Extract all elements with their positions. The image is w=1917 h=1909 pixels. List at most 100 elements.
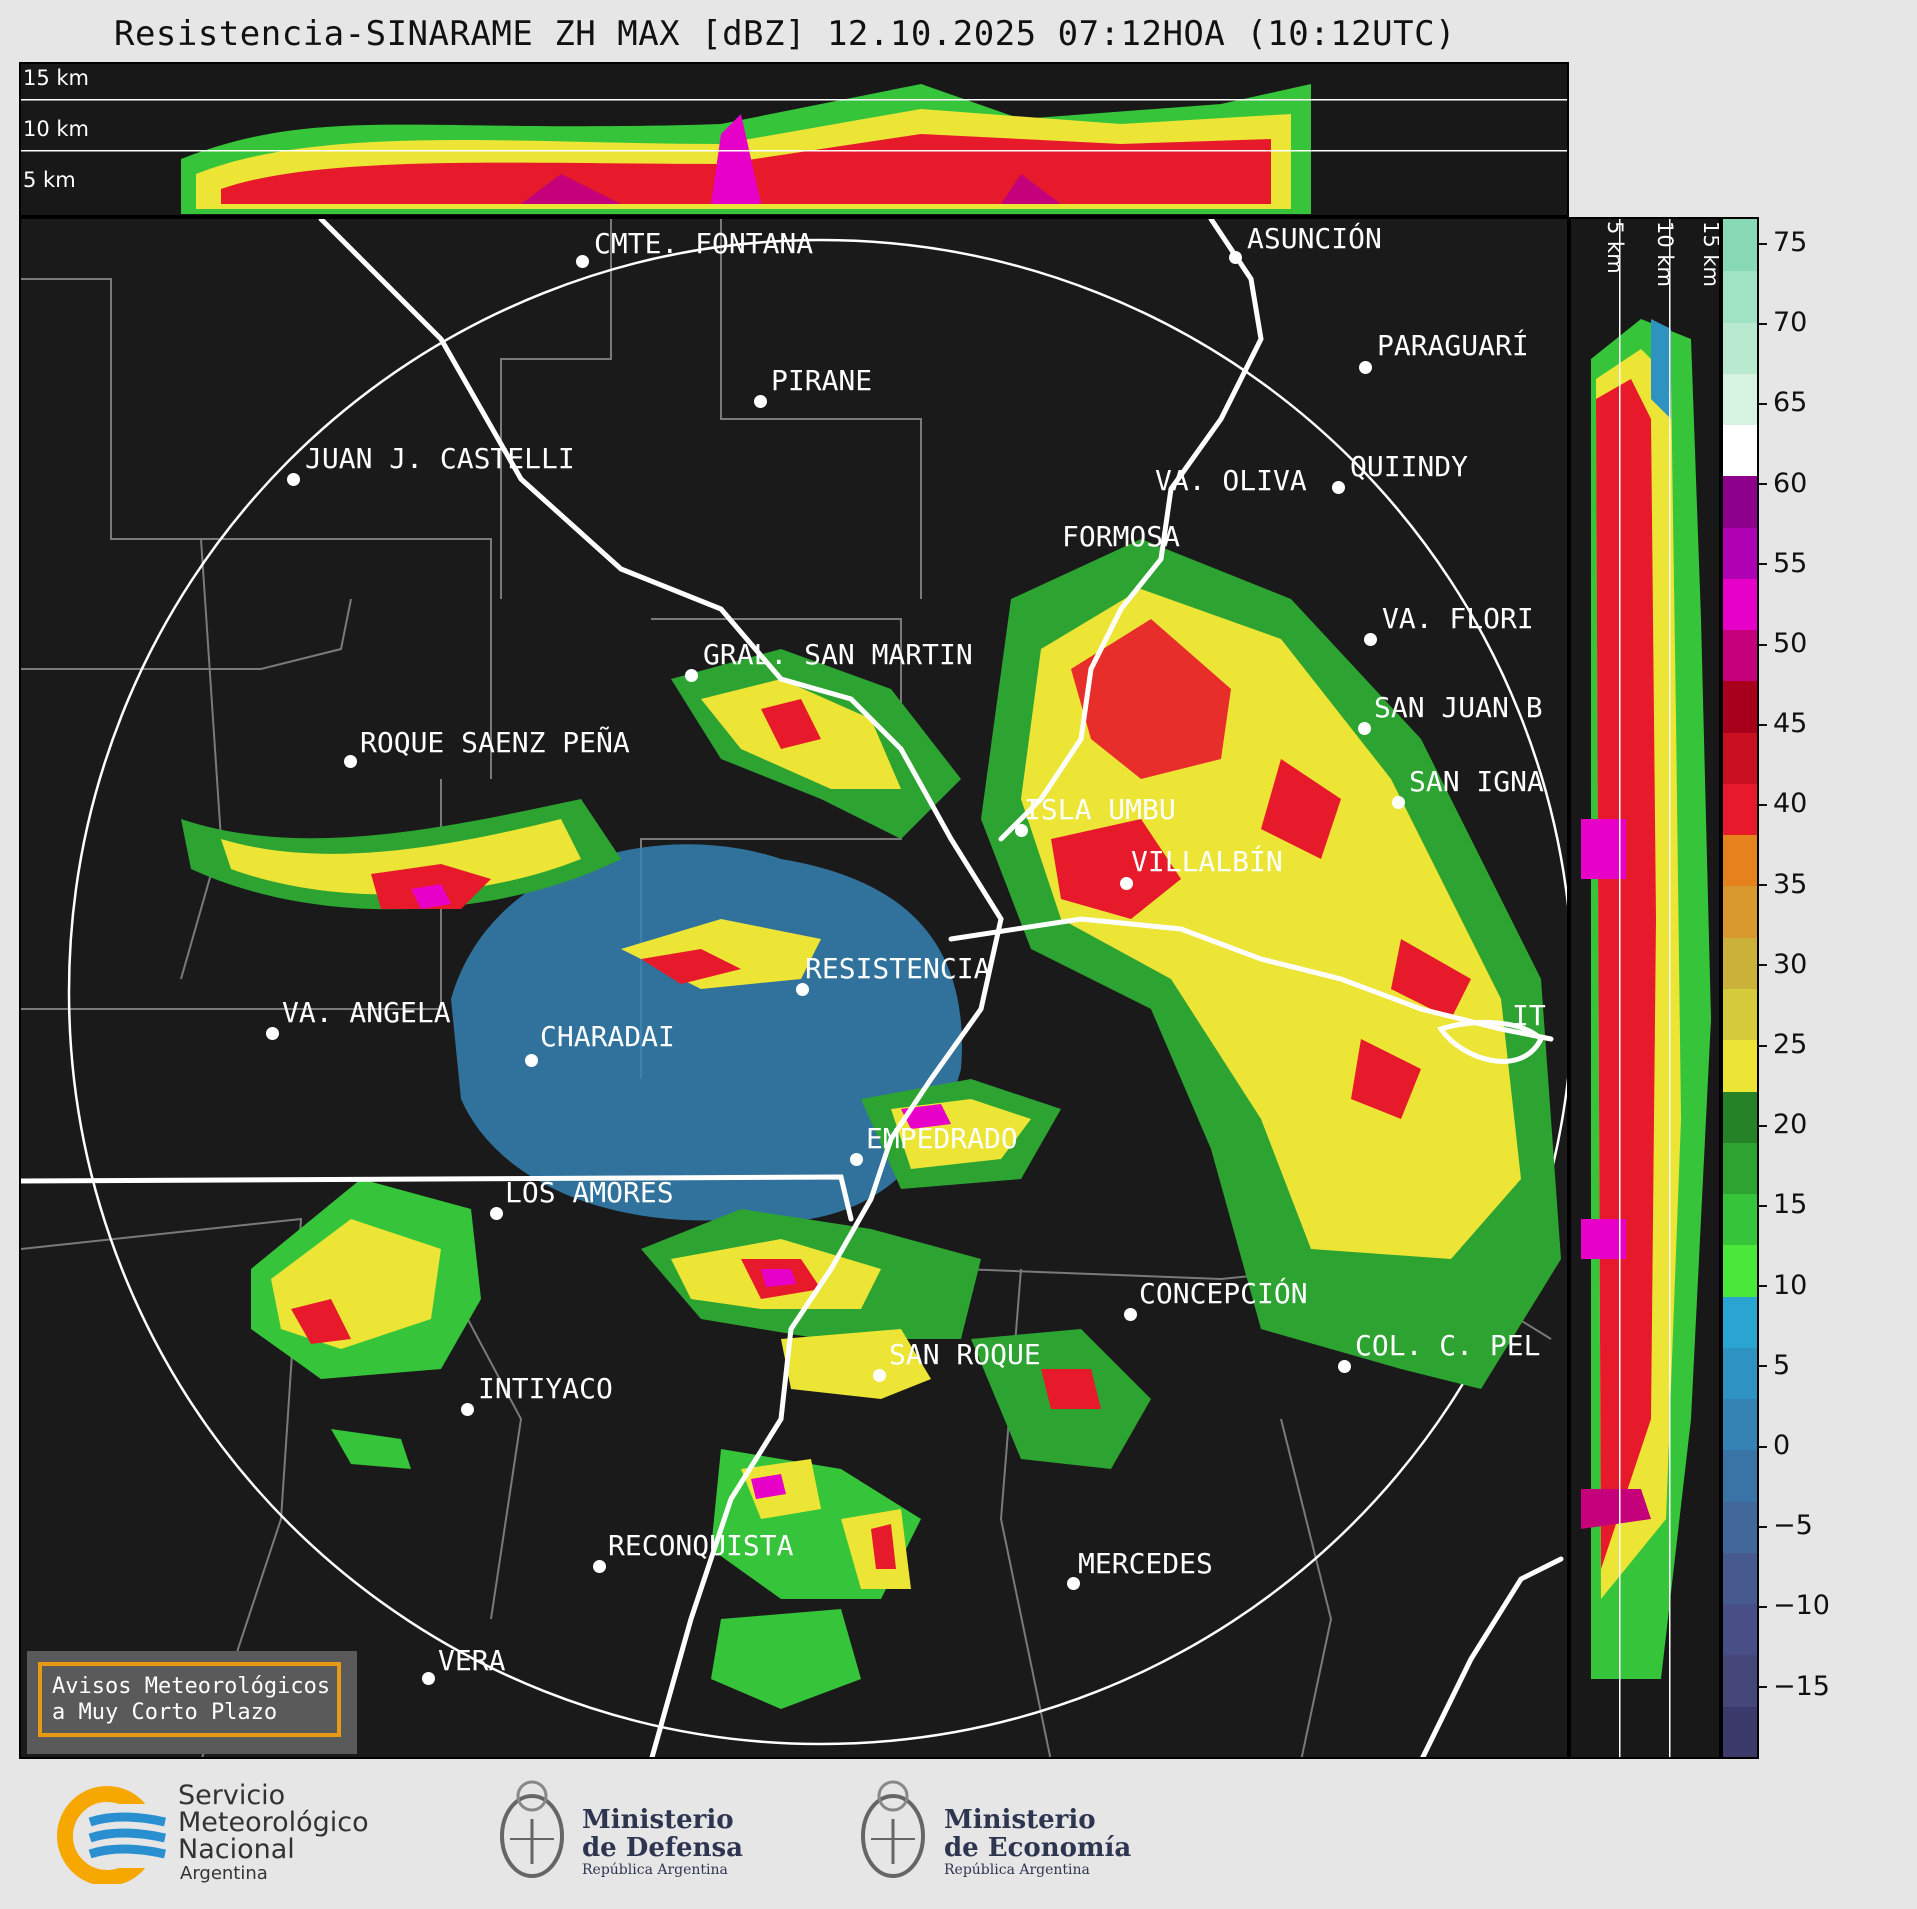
colorbar-tick-label: 20 <box>1758 1109 1807 1140</box>
smn-line3: Nacional <box>178 1834 295 1865</box>
smn-logo-icon <box>57 1786 170 1884</box>
colorbar-band <box>1723 1603 1757 1656</box>
avisos-frame: Avisos Meteorológicos a Muy Corto Plazo <box>38 1662 341 1737</box>
smn-line2: Meteorológico <box>178 1807 369 1838</box>
city-dot <box>490 1207 503 1220</box>
colorbar-band <box>1723 424 1757 477</box>
colorbar-band <box>1723 1449 1757 1502</box>
economia-line3: República Argentina <box>944 1862 1090 1878</box>
colorbar-tick-label: 35 <box>1758 869 1807 900</box>
colorbar-band <box>1723 1705 1757 1757</box>
city-roque-saenz-pena: ROQUE SAENZ PEÑA <box>360 726 630 759</box>
colorbar-band <box>1723 1193 1757 1246</box>
colorbar-tick-label: 65 <box>1758 387 1807 418</box>
colorbar-band <box>1723 988 1757 1041</box>
colorbar-band <box>1723 1141 1757 1195</box>
city-dot <box>685 669 698 682</box>
city-dot <box>461 1403 474 1416</box>
city-los-amores: LOS AMORES <box>505 1176 674 1209</box>
colorbar-tick-label: 75 <box>1758 227 1807 258</box>
alt-label-15km-side: 15 km <box>1699 221 1721 288</box>
city-dot <box>576 255 589 268</box>
colorbar-tick-label: −10 <box>1759 1590 1830 1621</box>
colorbar-band <box>1723 321 1757 374</box>
city-paraguari: PARAGUARÍ <box>1377 329 1529 362</box>
city-vera: VERA <box>438 1644 506 1677</box>
city-resistencia: RESISTENCIA <box>805 952 991 985</box>
defensa-line2: de Defensa <box>582 1833 743 1863</box>
city-dot <box>1124 1308 1137 1321</box>
city-reconquista: RECONQUISTA <box>608 1529 794 1562</box>
defensa-line1: Ministerio <box>582 1805 734 1835</box>
city-dot <box>525 1054 538 1067</box>
city-dot <box>1358 722 1371 735</box>
city-dot <box>1359 361 1372 374</box>
colorbar-tick-label: 60 <box>1758 468 1807 499</box>
city-gral-san-martin: GRAL. SAN MARTIN <box>703 638 973 671</box>
city-dot <box>1067 1577 1080 1590</box>
escudo-economia-icon <box>861 1780 925 1878</box>
colorbar-band <box>1723 1654 1757 1707</box>
city-dot <box>593 1560 606 1573</box>
alt-label-10km-side: 10 km <box>1653 221 1677 288</box>
economia-line2: de Economía <box>944 1833 1132 1863</box>
smn-line1: Servicio <box>178 1780 286 1811</box>
colorbar-band <box>1723 1090 1757 1143</box>
colorbar-tick-label: 55 <box>1758 548 1807 579</box>
colorbar-band <box>1723 885 1757 938</box>
radar-map: CMTE. FONTANA ASUNCIÓN PARAGUARÍ PIRANE … <box>19 217 1569 1759</box>
escudo-defensa-icon <box>500 1780 564 1878</box>
city-dot <box>796 983 809 996</box>
city-concepcion: CONCEPCIÓN <box>1139 1277 1308 1310</box>
radar-map-layer <box>21 219 1567 1757</box>
rivers <box>21 219 1564 1757</box>
colorbar-band <box>1723 936 1757 989</box>
city-san-roque: SAN ROQUE <box>889 1338 1041 1371</box>
colorbar-band <box>1723 782 1757 836</box>
city-formosa: FORMOSA <box>1062 520 1181 553</box>
colorbar-tick-label: 15 <box>1758 1189 1807 1220</box>
city-dot <box>1120 877 1133 890</box>
city-dot <box>422 1672 435 1685</box>
colorbar-band <box>1723 1244 1757 1297</box>
city-it: IT <box>1512 999 1546 1032</box>
side-cross-section-panel: 5 km 10 km 15 km <box>1569 217 1721 1759</box>
city-va-oliva: VA. OLIVA <box>1155 464 1307 497</box>
colorbar-band <box>1723 270 1757 323</box>
city-pirane: PIRANE <box>771 364 873 397</box>
city-charadai: CHARADAI <box>540 1020 675 1053</box>
city-isla-umbu: ISLA UMBU <box>1024 793 1176 826</box>
top-cross-section-echoes <box>21 84 1567 214</box>
city-va-flori: VA. FLORI <box>1382 602 1534 635</box>
colorbar-tick-label: 30 <box>1758 949 1807 980</box>
colorbar-band <box>1723 834 1757 887</box>
avisos-line1: Avisos Meteorológicos <box>52 1674 331 1699</box>
colorbar-tick-label: 70 <box>1758 307 1807 338</box>
range-ring <box>67 238 1567 1746</box>
city-juan-j-castelli: JUAN J. CASTELLI <box>305 442 575 475</box>
colorbar-band <box>1723 372 1757 426</box>
colorbar <box>1721 217 1759 1759</box>
city-villalbin: VILLALBÍN <box>1131 845 1283 878</box>
colorbar-band <box>1723 1346 1757 1400</box>
colorbar-band <box>1723 680 1757 733</box>
city-quiindy: QUIINDY <box>1350 450 1469 483</box>
alt-label-5km-side: 5 km <box>1603 221 1627 274</box>
city-dot <box>287 473 300 486</box>
smn-line4: Argentina <box>180 1863 268 1884</box>
city-asuncion: ASUNCIÓN <box>1247 222 1382 255</box>
city-dot <box>1015 824 1028 837</box>
chart-title: Resistencia-SINARAME ZH MAX [dBZ] 12.10.… <box>113 14 1457 54</box>
city-dot <box>850 1153 863 1166</box>
colorbar-band <box>1723 526 1757 579</box>
top-cross-section-panel: 15 km 10 km 5 km <box>19 62 1569 217</box>
colorbar-tick-label: 45 <box>1758 708 1807 739</box>
city-dot <box>1338 1360 1351 1373</box>
colorbar-band <box>1723 219 1757 272</box>
city-dot <box>266 1027 279 1040</box>
colorbar-band <box>1723 1551 1757 1605</box>
city-san-igna: SAN IGNA <box>1409 765 1544 798</box>
city-dot <box>1364 633 1377 646</box>
avisos-box: Avisos Meteorológicos a Muy Corto Plazo <box>27 1651 357 1754</box>
reflectivity-echoes <box>181 539 1561 1709</box>
